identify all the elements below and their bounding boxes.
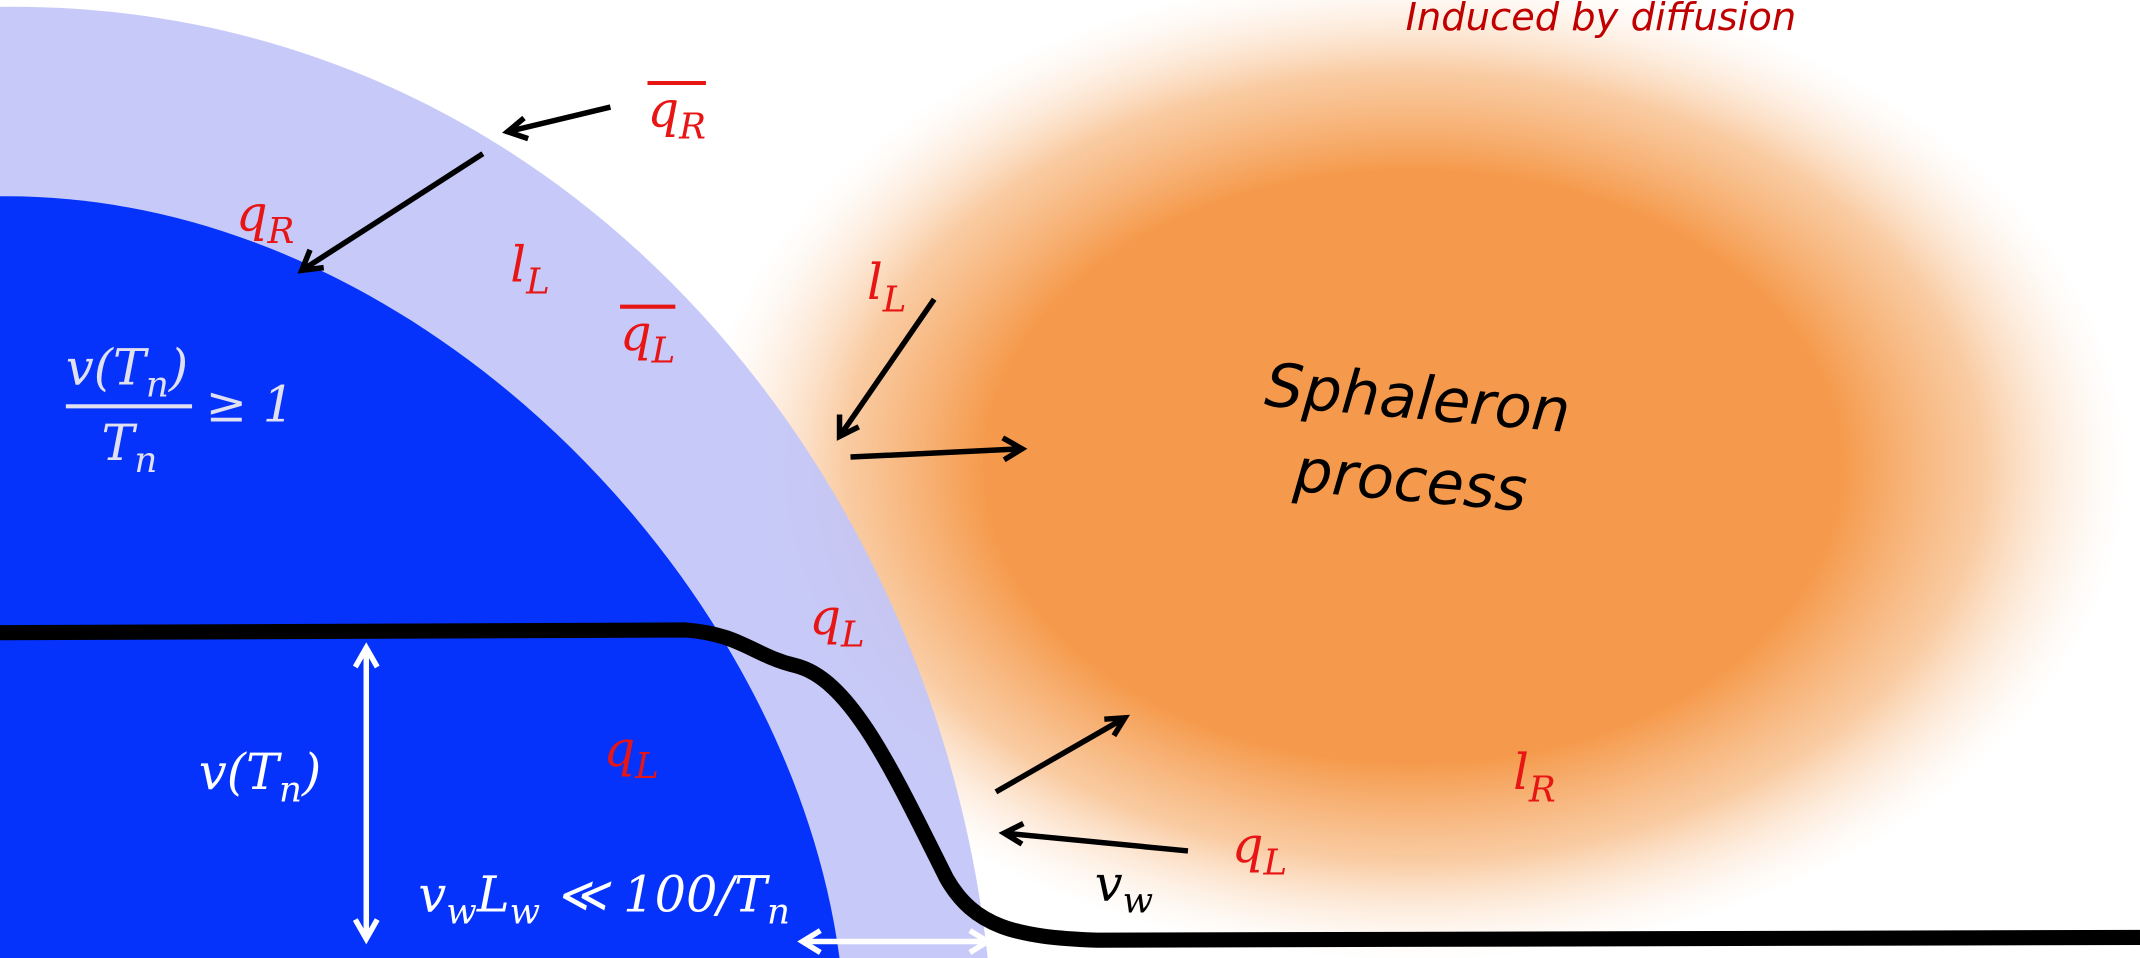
subscript: L: [840, 614, 865, 655]
subscript: R: [1528, 770, 1556, 811]
term: ≪ 100/T: [540, 865, 770, 923]
ratio-relation: ≥ 1: [206, 375, 294, 433]
subscript: R: [267, 211, 295, 252]
term: L: [476, 865, 510, 923]
base: v(T: [66, 338, 149, 396]
base: T: [102, 414, 138, 472]
base: v: [1095, 854, 1123, 912]
base: v(T: [199, 743, 282, 801]
note: Induced by diffusion: [1406, 0, 1797, 40]
subscript: n: [134, 440, 157, 481]
subscript: n: [767, 892, 790, 933]
page: Induced by diffusion Sphaleron process q…: [0, 0, 2140, 958]
tail: ): [301, 743, 321, 801]
diagram: Induced by diffusion Sphaleron process q…: [0, 0, 2140, 958]
base: q: [236, 185, 268, 243]
term: v: [418, 865, 446, 923]
tail: ): [168, 338, 188, 396]
subscript: w: [510, 892, 541, 933]
subscript: w: [446, 892, 477, 933]
subscript: n: [279, 770, 302, 811]
base: q: [809, 588, 841, 646]
base: l: [1513, 743, 1529, 801]
base: q: [604, 720, 636, 778]
subscript: L: [882, 280, 907, 321]
subscript: L: [651, 330, 676, 371]
base: q: [1232, 816, 1264, 874]
base: l: [510, 235, 526, 293]
ratio-numerator: v(Tn): [66, 338, 188, 405]
label: qR: [647, 80, 705, 147]
subscript: L: [634, 746, 659, 787]
label: v(Tn): [199, 743, 321, 810]
subscript: L: [525, 262, 550, 303]
subscript: L: [1262, 842, 1287, 883]
subscript: R: [678, 107, 706, 148]
subscript: n: [146, 365, 169, 406]
base: q: [647, 80, 679, 138]
base: q: [620, 304, 652, 362]
subscript: w: [1123, 881, 1154, 922]
base: l: [867, 253, 883, 311]
